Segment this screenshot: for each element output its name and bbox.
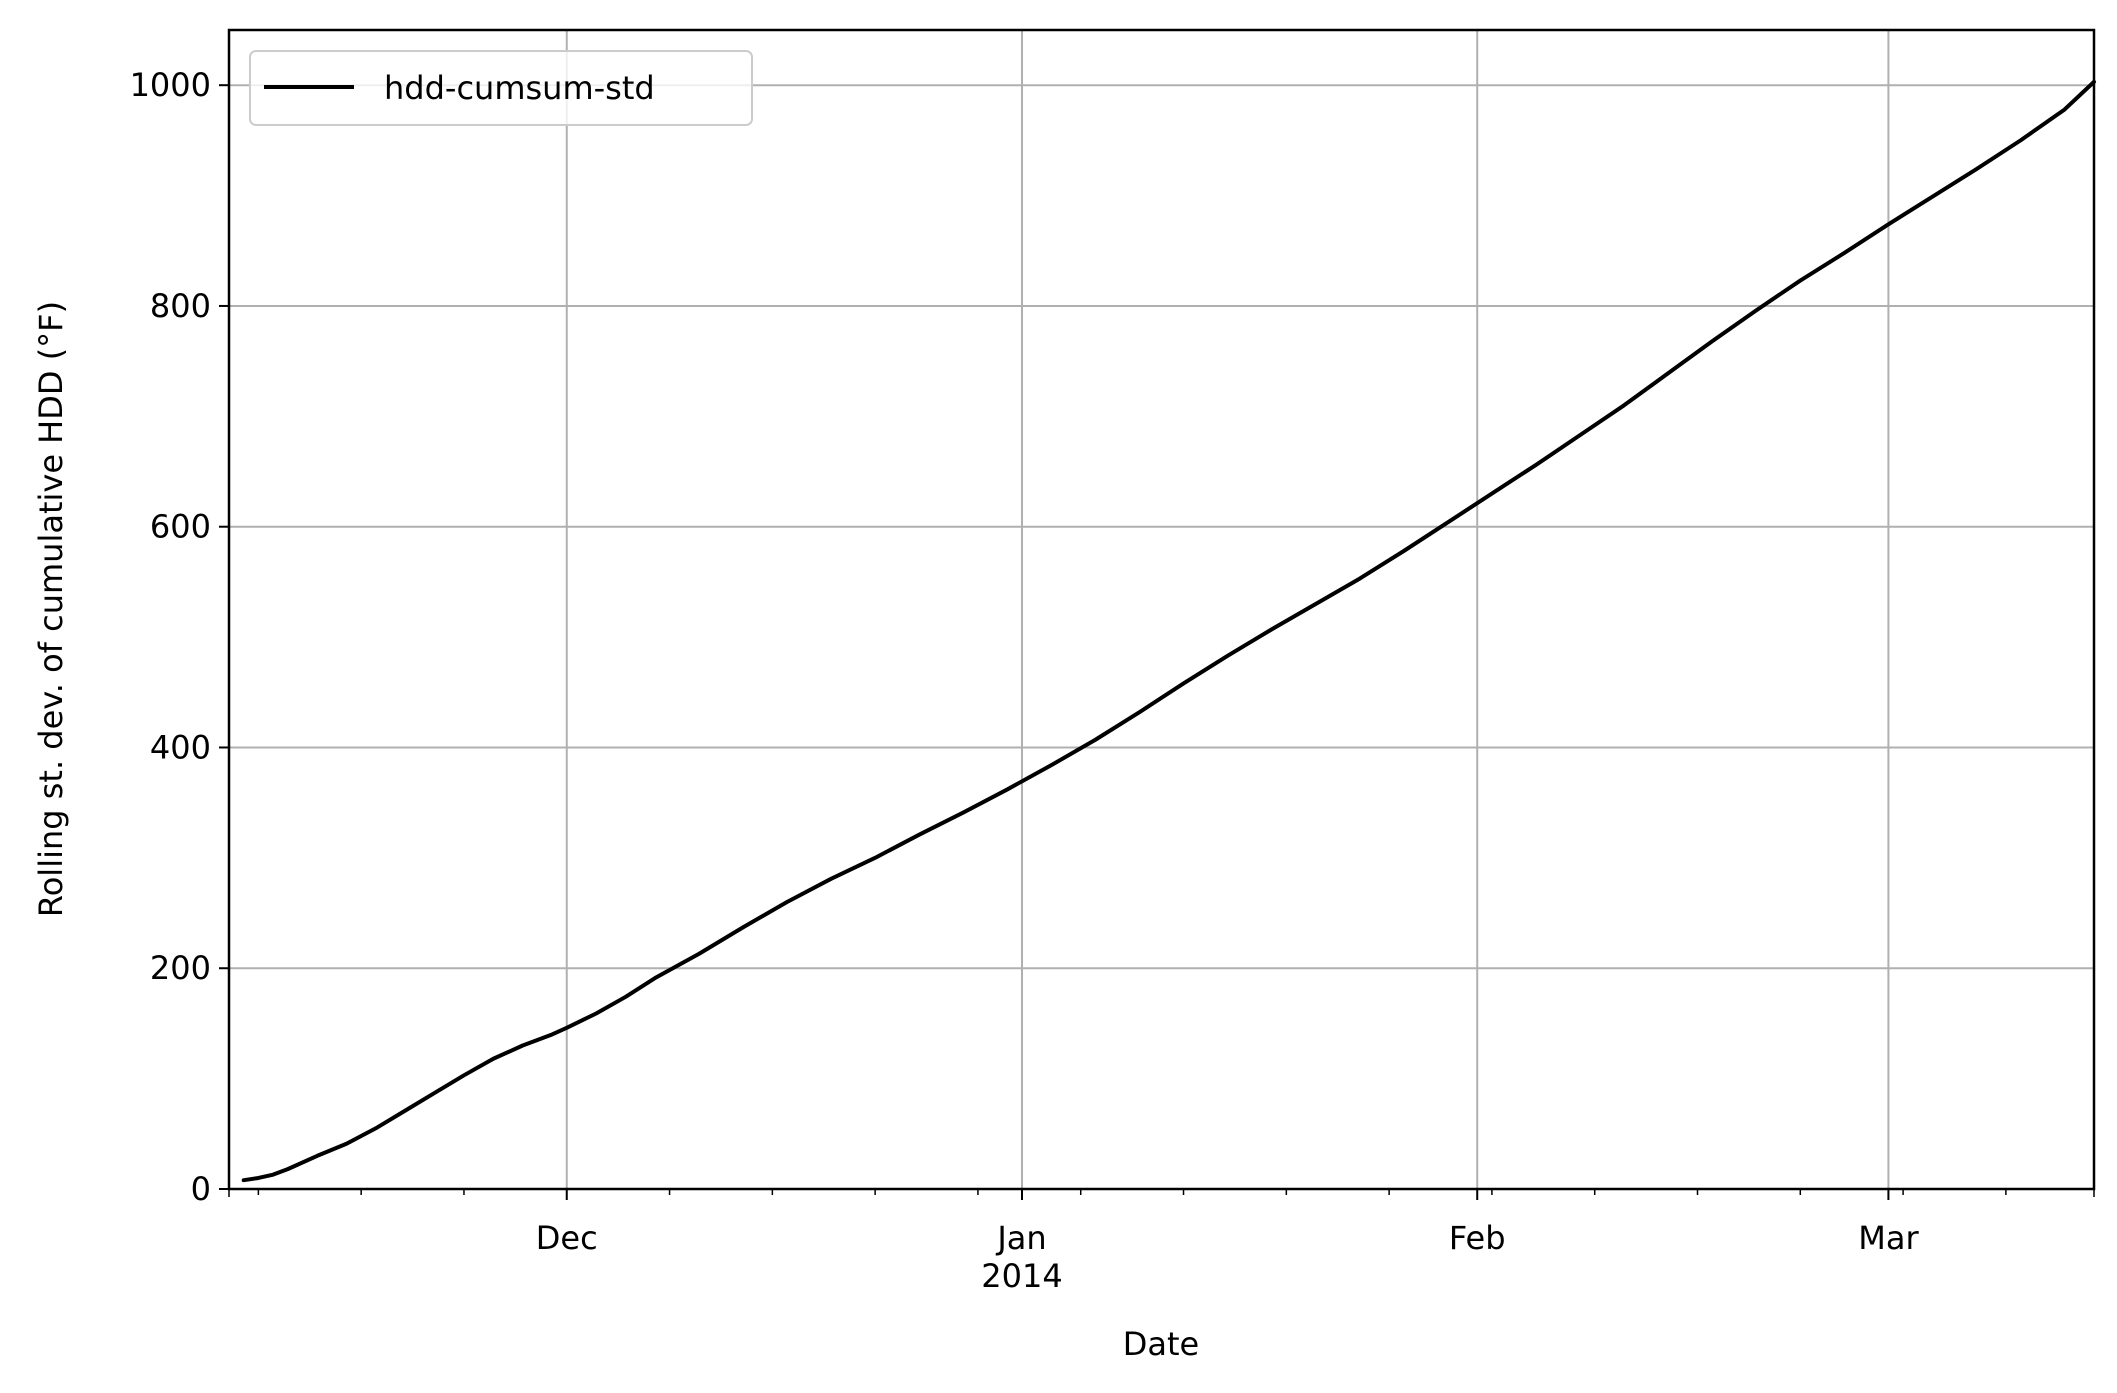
x-tick-label: Jan — [995, 1219, 1046, 1257]
x-tick-label: Feb — [1449, 1219, 1506, 1257]
y-tick-label: 0 — [191, 1170, 211, 1208]
x-tick-sublabel: 2014 — [981, 1257, 1062, 1295]
y-tick-label: 600 — [150, 508, 211, 546]
legend-entry-label: hdd-cumsum-std — [384, 69, 655, 107]
series-lines — [241, 79, 2096, 1183]
y-tick-label: 1000 — [130, 66, 211, 104]
y-tick-label: 200 — [150, 949, 211, 987]
plot-frame — [227, 28, 2096, 1191]
y-tick-label: 400 — [150, 728, 211, 766]
x-axis-label: Date — [1123, 1325, 1199, 1363]
x-tick-label: Dec — [536, 1219, 598, 1257]
series-line-hdd-cumsum-std — [241, 79, 2096, 1183]
y-axis-label: Rolling st. dev. of cumulative HDD (°F) — [32, 301, 70, 917]
legend: hdd-cumsum-std — [249, 50, 753, 126]
x-tick-label: Mar — [1858, 1219, 1919, 1257]
y-tick-label: 800 — [150, 287, 211, 325]
plot-background — [229, 30, 2094, 1189]
legend-box — [249, 50, 753, 126]
